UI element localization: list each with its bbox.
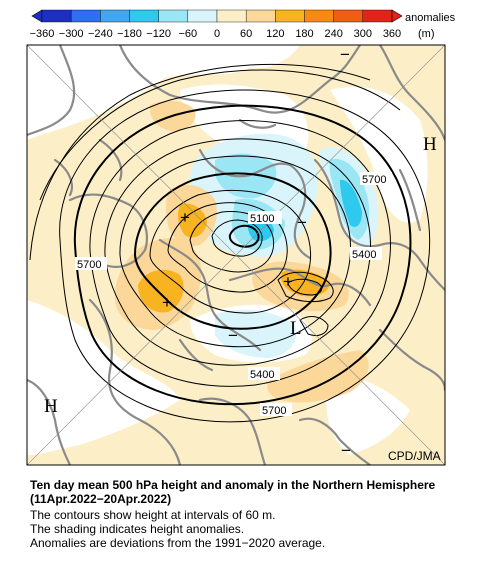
colorbar-tick-label: 300 — [354, 28, 372, 40]
contour-label: 5400 — [352, 249, 376, 261]
high-pressure-marker: H — [44, 396, 58, 417]
negative-center-marker: − — [341, 441, 351, 460]
contour-label: 5400 — [250, 369, 274, 381]
negative-center-marker: − — [340, 45, 350, 64]
height-contours — [29, 63, 431, 423]
hemisphere-map: 5100 5400 5400 5700 5700 5700 H H L + + … — [26, 44, 446, 466]
positive-center-marker: + — [162, 293, 172, 312]
colorbar-tick-label: −60 — [178, 28, 197, 40]
caption-line: Anomalies are deviations from the 1991−2… — [30, 536, 326, 550]
caption-line: The contours show height at intervals of… — [30, 508, 276, 522]
colorbar-tick-label: −180 — [117, 28, 142, 40]
negative-anomaly-region — [340, 179, 362, 227]
neutral-anomaly-region — [330, 86, 428, 223]
colorbar-tick-label: 180 — [295, 28, 313, 40]
colorbar-tick-label: 60 — [240, 28, 252, 40]
colorbar-tick-label: −240 — [88, 28, 113, 40]
contour-label: 5700 — [77, 259, 101, 271]
negative-anomaly-region — [215, 309, 297, 358]
colorbar-tick-label: −300 — [59, 28, 84, 40]
map-frame — [26, 44, 446, 466]
coastlines — [27, 45, 445, 465]
negative-center-marker: − — [228, 326, 238, 345]
negative-center-marker: − — [297, 213, 307, 232]
contour-label: 5700 — [362, 174, 386, 186]
contour-label: 5700 — [262, 405, 286, 417]
positive-center-marker: + — [283, 272, 293, 291]
contour-label: 5100 — [250, 213, 274, 225]
colorbar-tick-label: 0 — [214, 28, 220, 40]
caption-line: The shading indicates height anomalies. — [30, 522, 245, 536]
neutral-anomaly-region — [27, 45, 300, 140]
colorbar-tick-label: −120 — [146, 28, 171, 40]
colorbar-tick-label: 120 — [266, 28, 284, 40]
high-pressure-marker: H — [423, 134, 437, 155]
source-label: CPD/JMA — [388, 449, 441, 463]
caption-title: Ten day mean 500 hPa height and anomaly … — [30, 478, 436, 506]
colorbar-tick-label: −360 — [30, 28, 55, 40]
anomaly-colorbar: −360 −300 −240 −180 −120 −60 0 60 120 180 240 300 36… — [30, 9, 456, 40]
legend-title: anomalies — [405, 12, 456, 24]
colorbar-right-arrow — [391, 9, 403, 23]
low-pressure-marker: L — [290, 318, 302, 339]
positive-anomaly-region — [178, 203, 207, 238]
colorbar-tick-label: 240 — [324, 28, 342, 40]
neutral-anomaly-region — [27, 300, 180, 455]
colorbar-tick-label: 360 — [383, 28, 401, 40]
positive-center-marker: + — [180, 208, 190, 227]
graticule — [27, 45, 445, 465]
legend-unit: (m) — [418, 28, 435, 40]
